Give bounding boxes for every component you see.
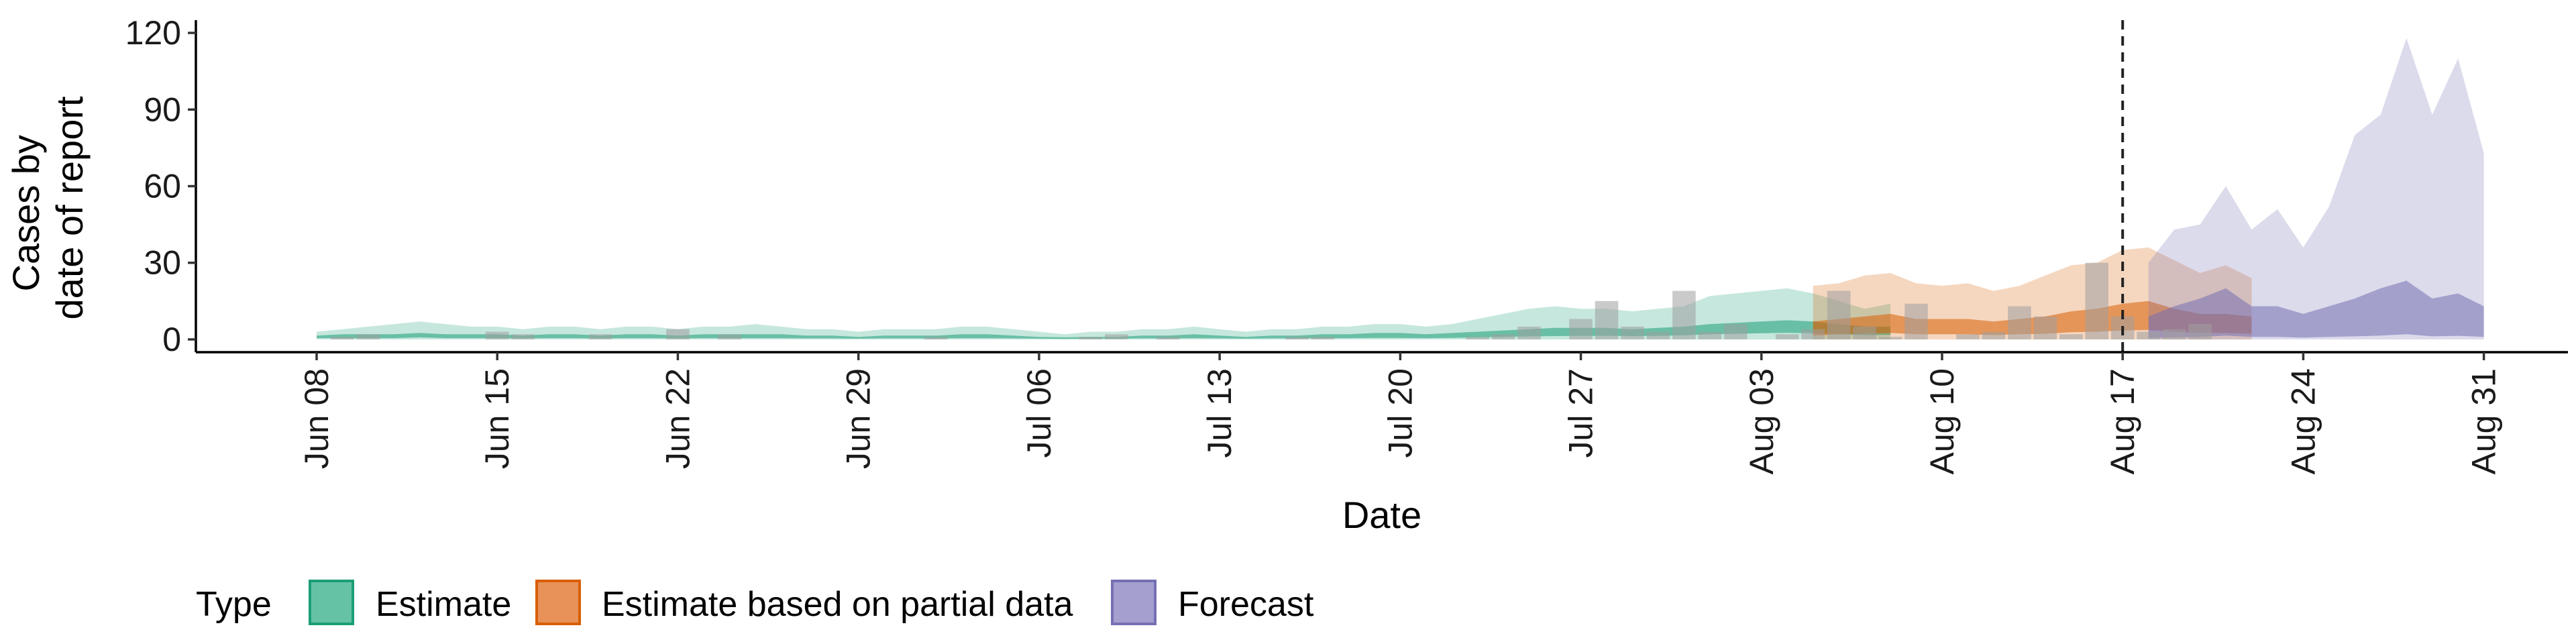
observed-bar (1698, 331, 1722, 339)
x-tick-label: Jul 20 (1381, 368, 1419, 458)
observed-bar (2085, 262, 2108, 339)
observed-bar (1672, 290, 1696, 339)
band-outer-estimate (317, 288, 1891, 339)
band-inner-forecast (2148, 280, 2484, 339)
x-tick-label: Aug 03 (1743, 368, 1780, 474)
y-axis-title-line-2: date of report (48, 96, 91, 320)
legend: Type Estimate Estimate based on partial … (196, 580, 1314, 625)
y-tick-label: 0 (162, 321, 181, 358)
band-outer-forecast (2148, 38, 2484, 339)
observed-bar (1156, 337, 1180, 339)
observed-bar (2162, 329, 2186, 339)
y-tick-label: 30 (144, 244, 181, 282)
observed-bar (2033, 316, 2057, 339)
observed-bar (1982, 331, 2006, 339)
y-axis-title: Cases by date of report (5, 96, 91, 320)
observed-bar (588, 334, 612, 339)
legend-swatch-partial (535, 580, 581, 625)
legend-label-partial: Estimate based on partial data (602, 585, 1073, 624)
observed-bar (924, 337, 948, 339)
x-tick-label: Jun 29 (840, 368, 877, 469)
observed-bar (1878, 337, 1902, 339)
observed-bar (1646, 331, 1670, 339)
observed-bar (666, 329, 690, 339)
x-tick-label: Jul 06 (1020, 368, 1058, 458)
ribbon-layer (317, 38, 2484, 339)
legend-swatch-forecast (1111, 580, 1157, 625)
observed-bar (1517, 326, 1541, 339)
legend-label-forecast: Forecast (1178, 585, 1314, 624)
observed-bar (2059, 334, 2083, 339)
y-tick-label: 120 (125, 14, 181, 52)
observed-bar (1827, 290, 1851, 339)
observed-bar (1595, 301, 1619, 339)
observed-bar (331, 337, 354, 339)
observed-bar (1724, 324, 1748, 339)
observed-bar (1311, 337, 1335, 339)
x-tick-label: Jun 08 (298, 368, 335, 469)
y-axis-title-line-1: Cases by (5, 135, 47, 291)
observed-bar (1466, 337, 1489, 339)
observed-bar (1079, 337, 1103, 339)
observed-bar (356, 334, 380, 339)
x-tick-label: Jul 27 (1562, 368, 1600, 458)
observed-bar (1775, 334, 1799, 339)
x-tick-label: Jun 15 (478, 368, 516, 469)
axes: 0 30 60 90 120 Jun 08 Jun 15 Jun 22 Jun 29 Jul 06… (125, 14, 2568, 474)
observed-bar (2188, 324, 2212, 339)
x-axis-title: Date (1342, 494, 1421, 536)
observed-bar (1904, 303, 1928, 339)
observed-bar (718, 334, 741, 339)
observed-cases-bars (331, 262, 2212, 339)
x-tick-label: Jun 22 (659, 368, 696, 469)
x-tick-label: Aug 10 (1923, 368, 1961, 474)
observed-bar (1491, 334, 1515, 339)
observed-bar (1956, 334, 1980, 339)
observed-bar (485, 331, 509, 339)
observed-bar (2008, 306, 2031, 339)
y-tick-label: 90 (144, 91, 181, 128)
observed-bar (1801, 329, 1825, 339)
legend-title: Type (196, 585, 272, 624)
observed-bar (1285, 337, 1309, 339)
observed-bar (2137, 331, 2160, 339)
band-inner-estimate (317, 320, 1891, 339)
observed-bar (511, 334, 535, 339)
x-tick-label: Aug 31 (2465, 368, 2503, 474)
observed-bar (1105, 334, 1128, 339)
legend-swatch-estimate (309, 580, 354, 625)
x-tick-label: Aug 17 (2104, 368, 2141, 474)
observed-bar (1569, 319, 1593, 339)
observed-bar (1853, 326, 1876, 339)
x-tick-label: Jul 13 (1201, 368, 1238, 458)
observed-bar (1621, 326, 1644, 339)
x-tick-label: Aug 24 (2284, 368, 2322, 474)
legend-label-estimate: Estimate (376, 585, 511, 624)
y-tick-label: 60 (144, 168, 181, 205)
